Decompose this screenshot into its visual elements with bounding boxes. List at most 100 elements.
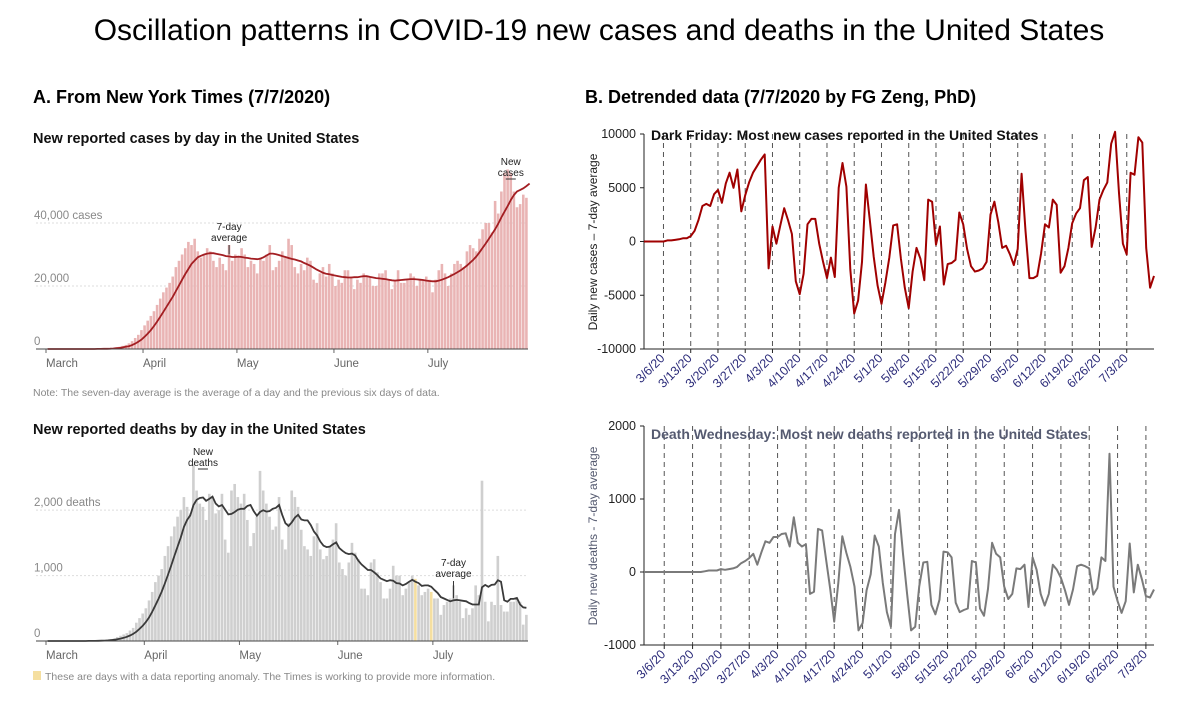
bar: [180, 254, 184, 349]
bar: [207, 493, 211, 641]
nyt-cases-note: Note: The seven-day average is the avera…: [33, 387, 440, 399]
bar: [196, 251, 200, 349]
detrended-cases-axes: -10000-500005000100003/6/203/13/203/20/2…: [597, 127, 1154, 391]
bar: [395, 575, 398, 641]
y-tick-label: 1000: [608, 492, 636, 506]
bar: [324, 276, 328, 349]
bar: [461, 618, 465, 641]
bar: [521, 624, 525, 641]
bar: [357, 559, 360, 641]
bar: [168, 282, 171, 349]
bar: [344, 575, 347, 641]
bar: [165, 287, 168, 349]
bar: [401, 595, 405, 641]
bar: [293, 267, 297, 349]
y-tick-label: 1,000: [34, 563, 63, 575]
detrended-cases-friday-lines: [662, 134, 1128, 349]
bar: [265, 254, 268, 349]
bar: [152, 311, 156, 349]
x-tick-label: April: [143, 358, 166, 370]
detrended-deaths-ylabel: Daily new deaths - 7-day average: [586, 446, 600, 625]
bar: [259, 257, 262, 349]
bar: [477, 595, 481, 641]
panel-a-title: A. From New York Times (7/7/2020): [33, 87, 330, 107]
bar: [387, 279, 390, 349]
bar: [434, 279, 437, 349]
anomaly-bar: [414, 578, 417, 641]
bar: [306, 549, 309, 641]
nyt-deaths-bars: [74, 464, 528, 641]
bar: [246, 267, 250, 349]
bar: [205, 248, 209, 349]
bar: [192, 464, 195, 641]
bar: [234, 254, 237, 349]
bar: [318, 549, 322, 641]
bar: [315, 523, 319, 641]
bar: [446, 286, 450, 349]
x-tick-label: March: [46, 650, 78, 662]
bar: [174, 267, 178, 349]
average-annotation: 7-day average: [211, 222, 248, 244]
bar: [379, 582, 382, 641]
bar: [468, 614, 471, 641]
bar: [331, 273, 334, 349]
bar: [465, 251, 469, 349]
bar: [369, 562, 373, 641]
seven-day-average-line: [47, 495, 527, 642]
bar: [436, 598, 439, 641]
bar: [412, 276, 416, 349]
y-tick-label: -1000: [604, 638, 636, 652]
bar: [147, 600, 151, 641]
detrended-cases-chart: -10000-500005000100003/6/203/13/203/20/2…: [586, 127, 1155, 391]
bar: [415, 286, 419, 349]
nyt-deaths-note: These are days with a data reporting ano…: [45, 671, 495, 683]
bar: [471, 248, 475, 349]
bar: [188, 513, 192, 641]
bar: [327, 263, 331, 349]
bar: [144, 608, 148, 641]
bar: [478, 238, 481, 349]
bar: [362, 273, 365, 349]
bar: [261, 490, 265, 641]
bar: [262, 260, 265, 349]
x-tick-label: 5/1/20: [861, 647, 896, 682]
bar: [399, 282, 403, 349]
bar: [334, 523, 338, 641]
bar: [352, 289, 356, 349]
nyt-cases-chart: New reported cases by day in the United …: [33, 131, 531, 399]
bar: [337, 562, 341, 641]
bar: [515, 598, 519, 641]
bar: [306, 257, 309, 349]
anomaly-bar: [429, 591, 433, 641]
bar: [366, 595, 370, 641]
y-tick-label: 0: [629, 235, 636, 249]
bar: [484, 223, 488, 349]
bar: [471, 608, 474, 641]
bar: [502, 611, 506, 641]
bar: [211, 497, 214, 641]
bar: [277, 497, 281, 641]
bar: [417, 585, 420, 641]
y-tick-label: 0: [34, 628, 40, 640]
bar: [290, 490, 294, 641]
nyt-cases-x-ticks: March April May June July: [36, 348, 528, 370]
bar: [496, 555, 500, 641]
bar: [243, 254, 247, 349]
bar: [385, 598, 389, 641]
bar: [220, 493, 224, 641]
bar: [198, 503, 202, 641]
detrended-deaths-chart: -10000100020003/6/203/13/203/20/203/27/2…: [586, 419, 1155, 687]
y-tick-label: 5000: [608, 181, 636, 195]
bar: [173, 526, 176, 641]
bar: [512, 191, 516, 349]
y-tick-label: 2000: [608, 419, 636, 433]
bar: [217, 510, 221, 641]
bar: [255, 516, 259, 641]
detrended-cases-ylabel: Daily new cases – 7-day average: [586, 153, 600, 330]
bar: [252, 533, 255, 641]
x-tick-label: July: [428, 358, 449, 370]
seven-day-average-line: [47, 182, 531, 350]
bar: [487, 621, 490, 641]
bar: [154, 582, 157, 641]
